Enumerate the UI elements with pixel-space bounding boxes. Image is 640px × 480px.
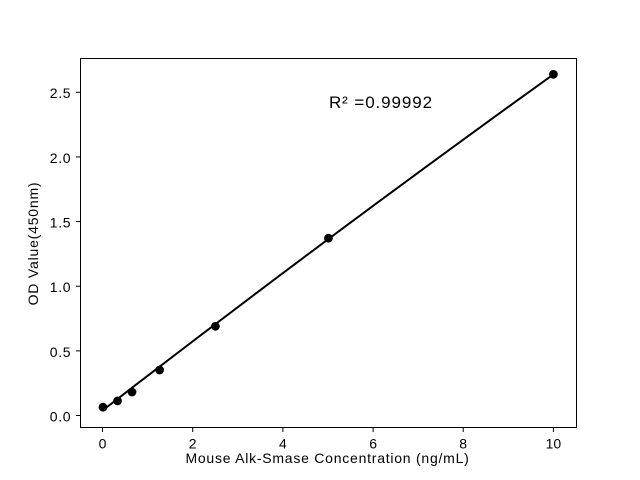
svg-text:0: 0 [99, 435, 107, 451]
svg-text:6: 6 [369, 435, 377, 451]
svg-text:Mouse Alk-Smase Concentration: Mouse Alk-Smase Concentration (ng/mL) [185, 450, 469, 466]
svg-text:0.5: 0.5 [50, 344, 72, 360]
svg-text:2: 2 [189, 435, 197, 451]
svg-text:1.5: 1.5 [50, 214, 72, 230]
svg-text:1.0: 1.0 [50, 279, 72, 295]
svg-text:2.0: 2.0 [50, 150, 72, 166]
svg-text:10: 10 [546, 435, 562, 451]
svg-text:4: 4 [279, 435, 287, 451]
svg-text:2.5: 2.5 [50, 85, 72, 101]
svg-text:8: 8 [459, 435, 467, 451]
svg-text:0.0: 0.0 [50, 408, 72, 424]
svg-text:OD Value(450nm): OD Value(450nm) [25, 182, 41, 306]
svg-text:R² =0.99992: R² =0.99992 [329, 93, 433, 112]
